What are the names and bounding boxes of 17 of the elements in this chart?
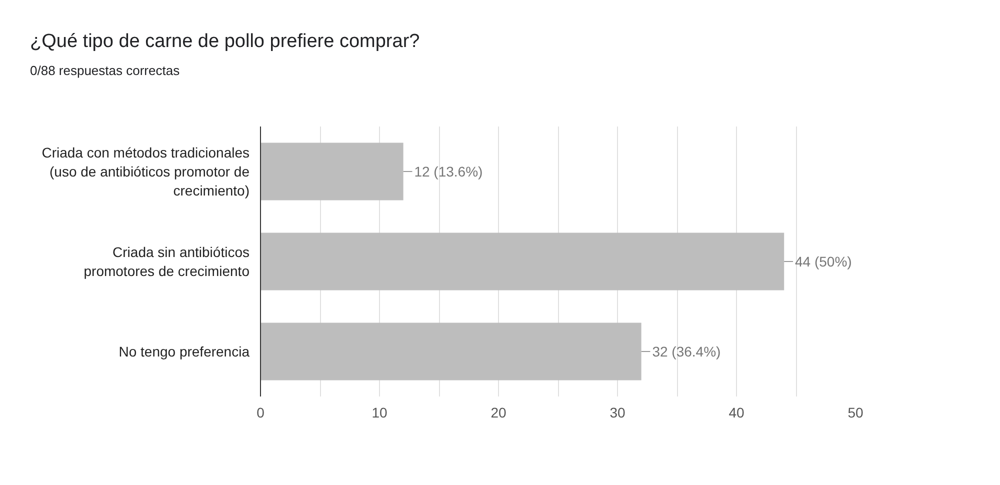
bar — [260, 322, 642, 380]
y-tick-label: Criada con métodos tradicionales (uso de antibióticos promotor de crecimiento) — [42, 144, 250, 198]
data-label: 44 (50%) — [795, 253, 852, 270]
x-tick-label: 10 — [372, 404, 388, 420]
x-tick-label: 0 — [256, 404, 265, 420]
y-tick-label: Criada sin antibióticos promotores de crecimiento — [84, 244, 250, 279]
x-tick-label: 50 — [848, 404, 864, 420]
bar — [260, 232, 784, 290]
x-tick-label: 40 — [728, 404, 744, 420]
bar — [260, 142, 404, 200]
text: 0/88 respuestas correctas — [30, 62, 180, 80]
data-label: 12 (13.6%) — [414, 163, 483, 180]
chart-title: ¿Qué tipo de carne de pollo prefiere comprar? — [30, 30, 420, 54]
x-tick-label: 20 — [490, 404, 506, 420]
data-label: 32 (36.4%) — [652, 343, 721, 360]
y-tick-label: No tengo preferencia — [118, 343, 250, 360]
x-tick-label: 30 — [610, 404, 626, 420]
